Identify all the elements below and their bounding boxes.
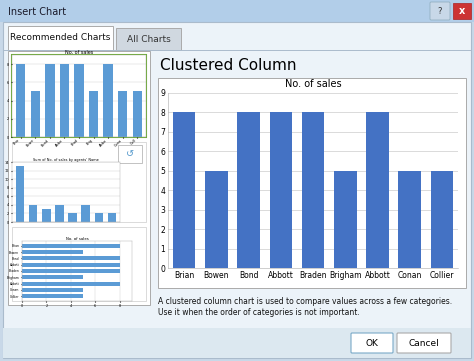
Bar (270, 112, 292, 268)
Bar (82, 205, 90, 222)
Bar (237, 112, 260, 268)
Bar (16, 64, 26, 137)
Bar (22, 244, 120, 248)
Text: ↺: ↺ (126, 149, 134, 159)
Bar (16, 166, 24, 222)
Bar (453, 3, 471, 19)
Bar (42, 209, 51, 222)
Bar (12, 142, 146, 222)
Bar (133, 91, 142, 137)
Text: OK: OK (365, 339, 378, 348)
Bar (22, 250, 83, 254)
Text: ?: ? (438, 6, 442, 16)
Bar (108, 213, 117, 222)
Bar (3, 328, 471, 358)
Bar (158, 78, 466, 288)
Bar (45, 64, 55, 137)
Bar (22, 288, 83, 292)
Text: Clustered Column: Clustered Column (160, 58, 297, 74)
FancyBboxPatch shape (116, 28, 181, 50)
Text: Use it when the order of categories is not important.: Use it when the order of categories is n… (158, 308, 360, 317)
Bar (22, 256, 120, 260)
Bar (430, 171, 453, 268)
Text: All Charts: All Charts (127, 35, 171, 43)
Bar (12, 227, 146, 301)
Text: x: x (459, 6, 465, 16)
Bar (22, 263, 120, 267)
Bar (68, 213, 77, 222)
FancyBboxPatch shape (118, 145, 142, 163)
Bar (95, 213, 103, 222)
Title: No. of sales: No. of sales (65, 236, 88, 241)
Bar (0, 0, 474, 22)
Bar (22, 269, 120, 273)
Bar (398, 171, 421, 268)
Bar (89, 91, 98, 137)
Text: A clustered column chart is used to compare values across a few categories.: A clustered column chart is used to comp… (158, 297, 452, 306)
Bar (118, 91, 128, 137)
Bar (0, 0, 474, 22)
Bar (12, 55, 146, 137)
Bar (30, 91, 40, 137)
Title: Sum of No. of sales by agents' Name: Sum of No. of sales by agents' Name (33, 158, 99, 162)
Bar (22, 294, 83, 298)
Title: No. of sales: No. of sales (65, 49, 93, 55)
Title: No. of sales: No. of sales (285, 79, 341, 90)
Text: Recommended Charts: Recommended Charts (10, 34, 110, 43)
Bar (74, 64, 84, 137)
Bar (22, 275, 83, 279)
FancyBboxPatch shape (8, 26, 113, 50)
Bar (334, 171, 356, 268)
Bar (8, 51, 150, 305)
Bar (55, 205, 64, 222)
FancyBboxPatch shape (397, 333, 451, 353)
Bar (29, 205, 37, 222)
Bar (302, 112, 324, 268)
Bar (103, 64, 113, 137)
FancyBboxPatch shape (430, 2, 450, 20)
Bar (366, 112, 389, 268)
Bar (22, 282, 120, 286)
Text: Insert Chart: Insert Chart (8, 7, 66, 17)
Text: Cancel: Cancel (409, 339, 439, 348)
Bar (205, 171, 228, 268)
Bar (173, 112, 195, 268)
Bar (60, 64, 69, 137)
FancyBboxPatch shape (351, 333, 393, 353)
